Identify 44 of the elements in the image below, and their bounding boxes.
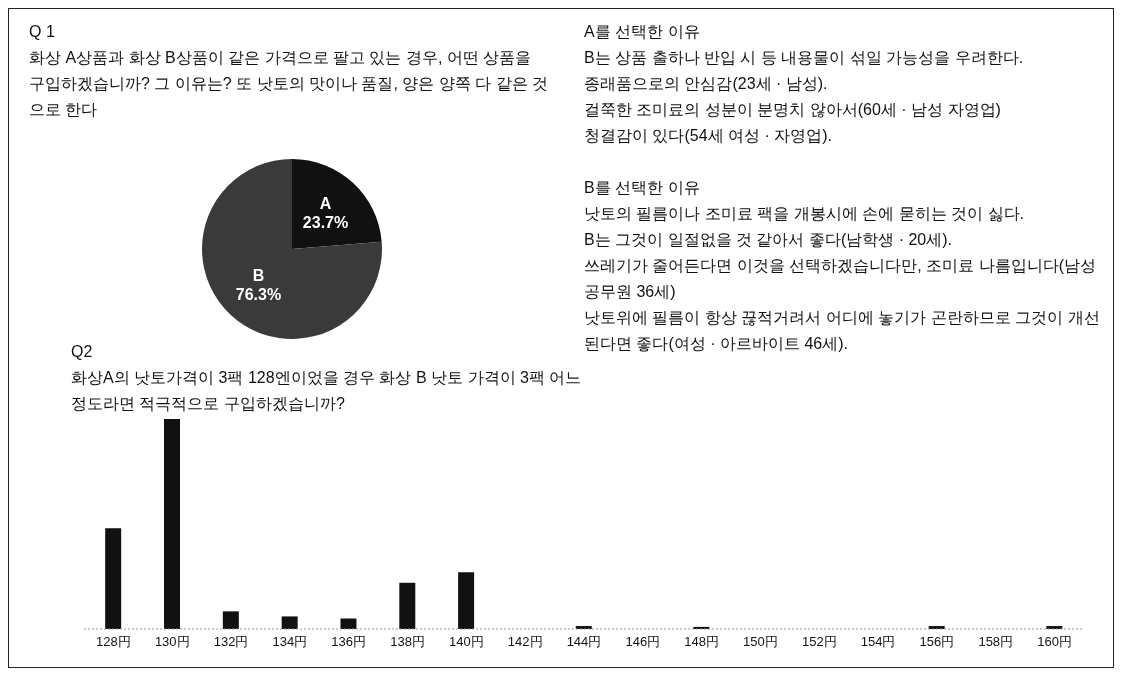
bar: [222, 611, 239, 629]
x-tick-label: 154円: [860, 634, 896, 650]
x-tick-label: 144円: [566, 634, 602, 650]
x-tick-label: 146円: [625, 634, 661, 650]
x-tick-label: 132円: [213, 634, 249, 650]
data-label: 76.3%: [235, 286, 282, 304]
bar: [458, 572, 475, 629]
x-tick-label: 158円: [978, 634, 1014, 650]
slice-label: A: [319, 194, 332, 212]
text: 낫토의 필름이나 조미료 팩을 개봉시에 손에 묻히는 것이 싫다.: [584, 204, 1025, 224]
x-tick-label: 138円: [390, 634, 425, 650]
x-tick-label: 142円: [507, 634, 543, 650]
x-tick-label: 152円: [801, 634, 837, 650]
bar: [164, 419, 180, 629]
text: A를 선택한 이유: [584, 22, 701, 42]
pie-slice: [202, 159, 382, 339]
text: B는 상품 출하나 반입 시 등 내용물이 섞일 가능성을 우려한다.: [584, 48, 1025, 68]
x-tick-label: 160円: [1037, 634, 1072, 650]
x-tick-label: 128円: [96, 634, 131, 650]
text: 낫토위에 필름이 항상 끊적거려서 어디에 놓기가 곤란하므로 그것이 개선 된다면 좋다(여성 · 아르바이트 46세).: [584, 308, 1101, 354]
bar: [281, 616, 298, 629]
x-tick-label: 150円: [743, 634, 778, 650]
pie-slice: [292, 159, 382, 249]
x-tick-label: 148円: [684, 634, 719, 650]
x-tick-label: 134円: [272, 634, 308, 650]
chart-subtitle: 화상 A상품과 화상 B상품이 같은 가격으로 팔고 있는 경우, 어떤 상품을 구입하겠습니까? 그 이유는? 또 낫토의 맛이나 품질, 양은 양쪽 다 같은 것으로 한다: [29, 48, 549, 120]
bar: [399, 582, 416, 629]
text: B는 그것이 일절없을 것 같아서 좋다(남학생 · 20세).: [584, 230, 953, 250]
chart-title: Q2: [71, 343, 93, 360]
text: Q 1: [29, 22, 56, 42]
x-tick-label: 140円: [449, 634, 484, 650]
text: 쓰레기가 줄어든다면 이것을 선택하겠습니다만, 조미료 나름입니다(남성 공무원 36세): [584, 256, 1097, 302]
text: B를 선택한 이유: [584, 178, 701, 198]
data-label: 23.7%: [302, 213, 349, 231]
bar: [340, 618, 357, 629]
bar: [105, 528, 122, 629]
slice-label: B: [252, 267, 265, 285]
x-tick-label: 156円: [919, 634, 955, 650]
x-tick-label: 136円: [331, 634, 367, 650]
x-tick-label: 130円: [154, 634, 190, 650]
text: 종래품으로의 안심감(23세 · 남성).: [584, 74, 829, 94]
text: 걸쭉한 조미료의 성분이 분명치 않아서(60세 · 남성 자영업): [584, 100, 1002, 120]
chart-subtitle: 화상A의 낫토가격이 3팩 128엔이었을 경우 화상 B 낫토 가격이 3팩 어느정도라면 적극적으로 구입하겠습니까?: [71, 368, 583, 414]
text: 청결감이 있다(54세 여성 · 자영업).: [584, 126, 833, 146]
